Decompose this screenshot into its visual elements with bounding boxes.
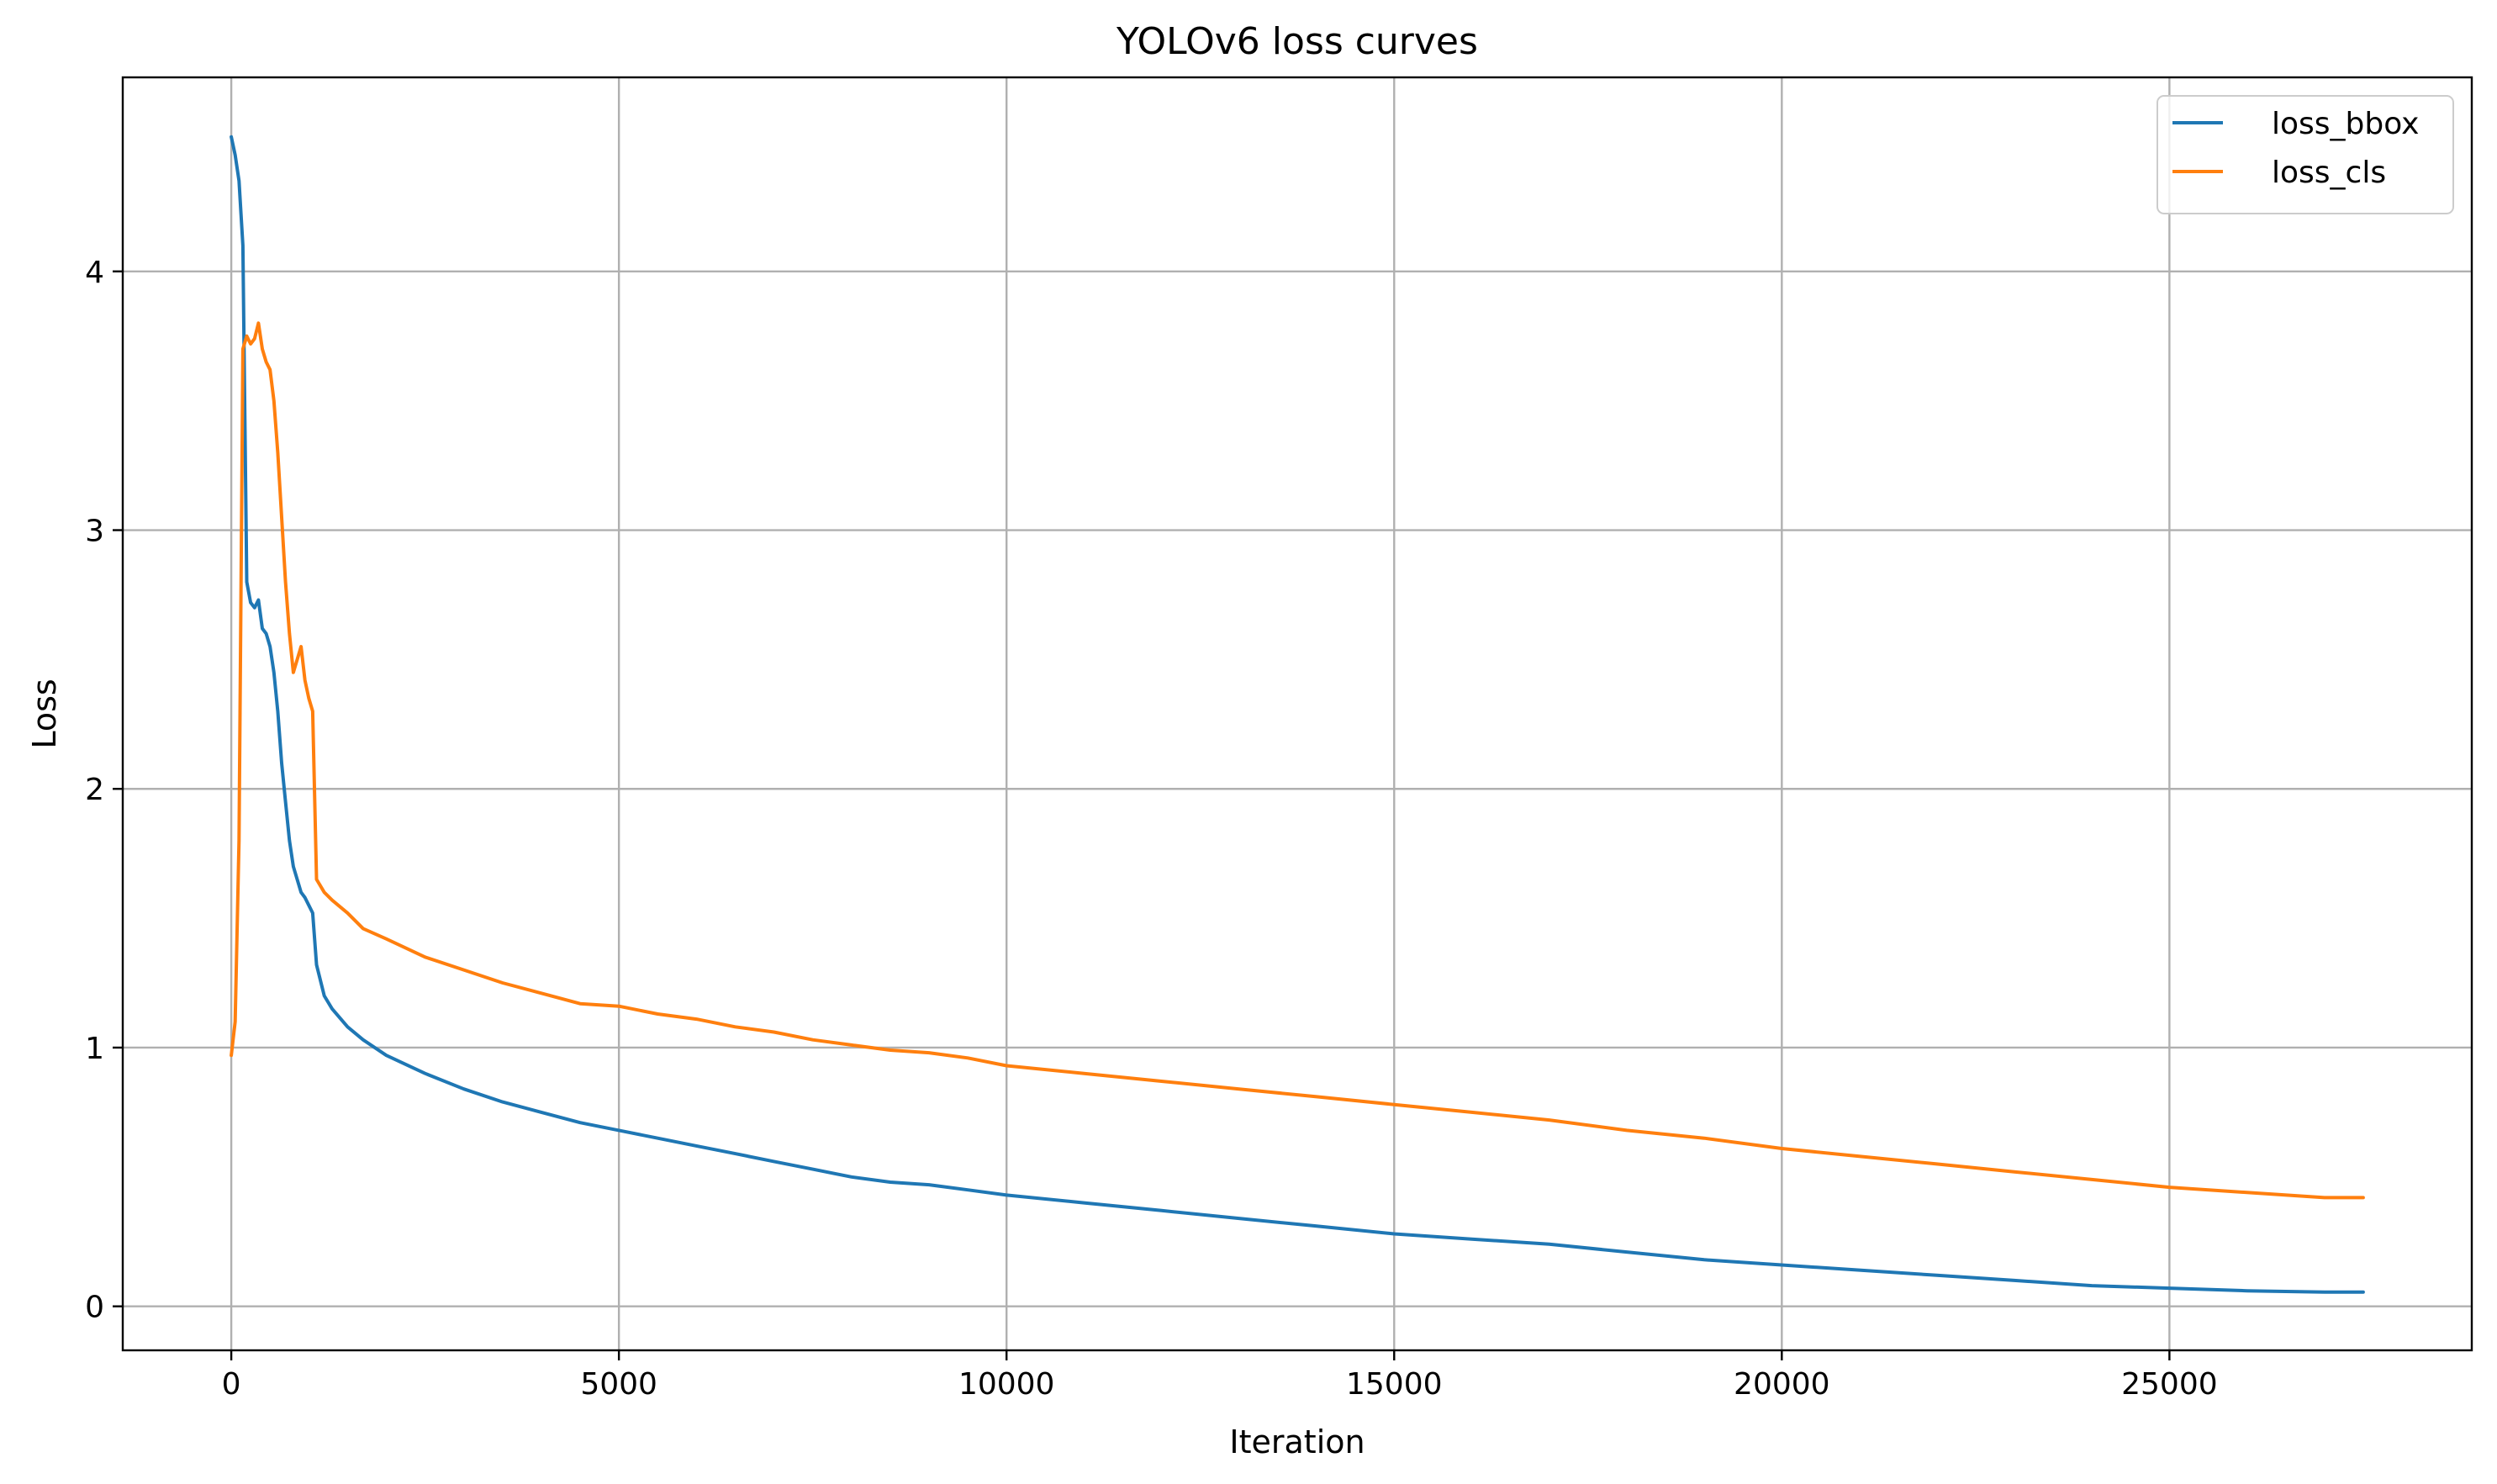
x-tick-label: 20000 <box>1734 1367 1830 1402</box>
legend-box <box>2156 95 2454 214</box>
y-tick-label: 3 <box>85 515 104 549</box>
axis-ticks: 0 5000 10000 15000 20000 25000 0 1 2 3 4 <box>85 256 2218 1402</box>
y-tick-label: 0 <box>85 1291 104 1325</box>
chart-title: YOLOv6 loss curves <box>1116 20 1478 63</box>
legend: loss_bbox loss_cls <box>2156 95 2454 214</box>
x-tick-label: 5000 <box>580 1367 657 1402</box>
series-lines <box>230 135 2365 1294</box>
legend-label: loss_bbox <box>2272 107 2419 141</box>
y-tick-label: 1 <box>85 1032 104 1066</box>
y-tick-label: 4 <box>85 256 104 290</box>
plot-frame <box>121 76 2473 1352</box>
series-line-loss_cls <box>230 321 2365 1200</box>
x-tick-label: 25000 <box>2121 1367 2218 1402</box>
x-tick-label: 0 <box>222 1367 241 1402</box>
x-tick-label: 10000 <box>958 1367 1055 1402</box>
y-axis-label: Loss <box>26 679 63 748</box>
x-tick-label: 15000 <box>1346 1367 1443 1402</box>
x-axis-label: Iteration <box>1229 1423 1365 1460</box>
legend-label: loss_cls <box>2272 156 2386 190</box>
y-tick-label: 2 <box>85 773 104 807</box>
grid <box>123 77 2472 1350</box>
series-line-loss_bbox <box>230 135 2365 1294</box>
